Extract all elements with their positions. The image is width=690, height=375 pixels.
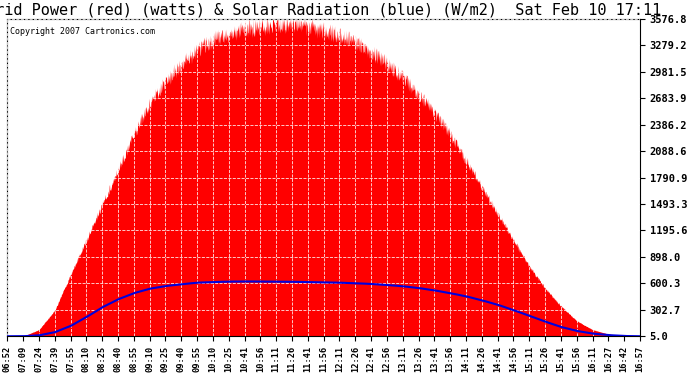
Text: Copyright 2007 Cartronics.com: Copyright 2007 Cartronics.com bbox=[10, 27, 155, 36]
Title: Grid Power (red) (watts) & Solar Radiation (blue) (W/m2)  Sat Feb 10 17:11: Grid Power (red) (watts) & Solar Radiati… bbox=[0, 3, 661, 18]
